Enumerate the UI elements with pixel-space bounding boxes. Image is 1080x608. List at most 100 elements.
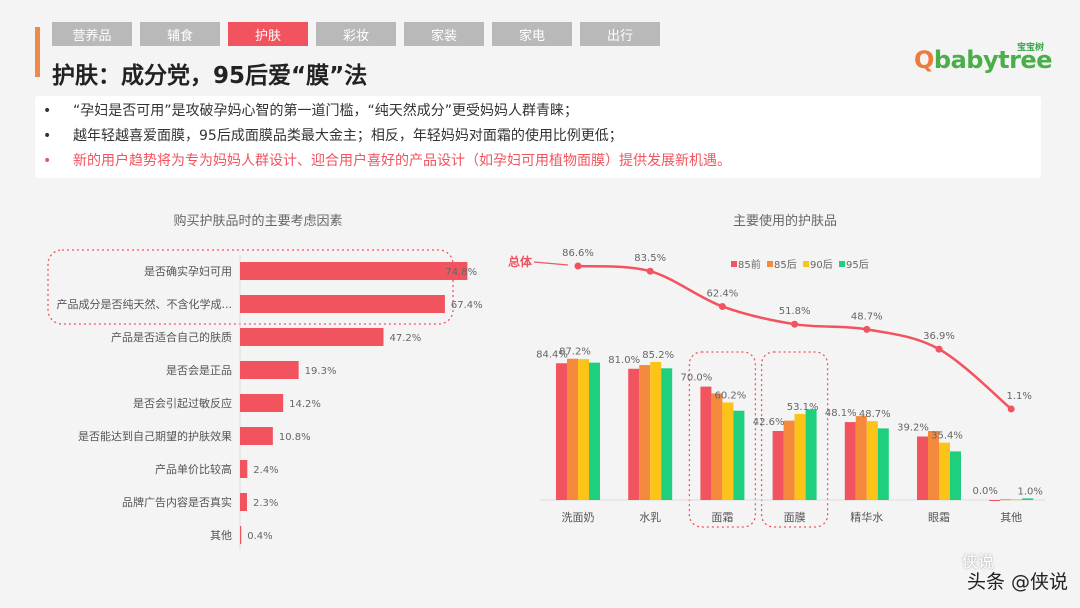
bar-value-label: 81.0%	[608, 355, 640, 366]
overall-value-label: 51.8%	[779, 306, 811, 317]
babytree-logo: 宝宝树 Qbabytree	[914, 40, 1052, 74]
bar-90后	[650, 361, 662, 500]
category-label: 水乳	[639, 511, 661, 524]
bar-95后	[661, 368, 673, 500]
accent-bar	[35, 27, 40, 77]
bar-value-label: 84.4%	[536, 349, 568, 360]
factor-label: 是否会引起过敏反应	[133, 396, 232, 410]
overall-point	[718, 302, 726, 310]
logo-en: babytree	[933, 46, 1053, 74]
bar-85后	[928, 430, 939, 500]
legend-label: 85后	[774, 259, 797, 271]
bullet-dot: •	[43, 128, 52, 144]
bar-90后	[1011, 499, 1023, 501]
bar-value-label: 53.1%	[787, 402, 819, 413]
factor-value-label: 10.8%	[279, 432, 311, 443]
bullet-text: “孕妇是否可用”是攻破孕妈心智的第一道门槛，“纯天然成分”更受妈妈人群青睐；	[73, 103, 579, 119]
bar-95后	[877, 428, 889, 500]
bar-85前	[772, 430, 784, 500]
bar-85后	[639, 365, 651, 500]
left-chart-title: 购买护肤品时的主要考虑因素	[173, 213, 342, 229]
bar-85前	[628, 368, 640, 500]
overall-point	[574, 262, 582, 270]
overall-point	[1007, 405, 1015, 413]
tab-4[interactable]: 家装	[404, 22, 484, 46]
bar-85后	[855, 416, 867, 500]
bar-value-label: 87.2%	[559, 347, 591, 358]
tab-1[interactable]: 辅食	[140, 22, 220, 46]
bar-85后	[1000, 499, 1012, 501]
bar-value-label: 48.1%	[825, 408, 857, 419]
bar-85前	[700, 386, 712, 500]
factor-value-label: 19.3%	[305, 366, 337, 377]
tab-6[interactable]: 出行	[580, 22, 660, 46]
category-label: 眼霜	[928, 511, 950, 524]
bar-95后	[733, 410, 745, 500]
bar-value-label: 70.0%	[681, 373, 713, 384]
factor-bar	[240, 460, 248, 478]
factor-label: 是否能达到自己期望的护肤效果	[78, 429, 232, 443]
tab-2[interactable]: 护肤	[228, 22, 308, 46]
legend-swatch	[839, 261, 845, 267]
overall-value-label: 62.4%	[707, 288, 739, 299]
watermark-secondary: 侠说	[962, 552, 995, 571]
factor-value-label: 0.4%	[247, 531, 272, 542]
factor-label: 产品单价比较高	[155, 462, 232, 476]
highlight-box	[47, 249, 454, 325]
overall-value-label: 86.6%	[562, 248, 594, 259]
bullet-item: • 越年轻越喜爱面膜，95后成面膜品类最大金主；相反，年轻妈妈对面霜的使用比例更低…	[43, 124, 1041, 149]
watermark: 头条 @侠说	[966, 571, 1068, 593]
bar-90后	[578, 359, 589, 500]
legend-label: 95后	[846, 259, 869, 271]
bar-85前	[556, 363, 567, 500]
tab-0[interactable]: 营养品	[52, 22, 132, 46]
bar-95后	[805, 409, 817, 500]
overall-arrow-icon	[533, 261, 569, 266]
highlight-box	[688, 351, 757, 528]
factor-bar	[240, 262, 468, 280]
overall-value-label: 36.9%	[923, 331, 955, 342]
right-chart-title: 主要使用的护肤品	[733, 213, 837, 229]
legend-swatch	[803, 261, 809, 267]
bullet-text: 越年轻越喜爱面膜，95后成面膜品类最大金主；相反，年轻妈妈对面霜的使用比例更低；	[73, 128, 623, 144]
factor-value-label: 47.2%	[389, 333, 421, 344]
bar-value-label: 48.7%	[859, 409, 891, 420]
overall-label: 总体	[508, 254, 533, 269]
factor-bar	[240, 427, 273, 445]
bar-value-label: 39.2%	[897, 422, 929, 433]
factor-value-label: 67.4%	[451, 300, 483, 311]
factor-value-label: 74.8%	[445, 267, 477, 278]
tab-5[interactable]: 家电	[492, 22, 572, 46]
bar-85前	[917, 436, 928, 500]
tab-3[interactable]: 彩妆	[316, 22, 396, 46]
factor-bar	[240, 328, 384, 346]
category-tabs: 营养品 辅食 护肤 彩妆 家装 家电 出行	[52, 22, 660, 46]
category-label: 精华水	[850, 510, 883, 524]
bullet-item: • 新的用户趋势将为专为妈妈人群设计、迎合用户喜好的产品设计（如孕妇可用植物面膜）…	[43, 149, 1041, 174]
bar-95后	[950, 451, 961, 500]
bar-85后	[711, 393, 723, 500]
factor-bar	[240, 394, 284, 412]
factor-bar	[240, 526, 242, 544]
factor-label: 品牌广告内容是否真实	[122, 495, 232, 509]
factor-label: 是否会是正品	[166, 364, 232, 377]
key-findings-box: • “孕妇是否可用”是攻破孕妈心智的第一道门槛，“纯天然成分”更受妈妈人群青睐； •…	[35, 96, 1041, 178]
logo-mark: Q	[914, 46, 934, 74]
bar-85前	[844, 422, 856, 500]
legend-label: 85前	[738, 258, 761, 271]
factor-value-label: 2.3%	[253, 498, 278, 509]
bar-value-label: 1.0%	[1017, 486, 1042, 497]
bar-value-label: 85.2%	[642, 350, 674, 361]
factor-bar	[240, 493, 247, 511]
bullet-dot: •	[43, 153, 52, 169]
logo-cn: 宝宝树	[1016, 43, 1044, 53]
overall-value-label: 48.7%	[851, 311, 883, 322]
bar-95后	[589, 362, 600, 500]
legend-label: 90后	[810, 259, 833, 271]
bar-90后	[939, 442, 950, 500]
bar-value-label: 35.4%	[931, 431, 963, 442]
bullet-dot: •	[43, 103, 52, 119]
factor-label: 产品是否适合自己的肤质	[111, 330, 232, 344]
bar-value-label: 60.2%	[715, 390, 747, 401]
